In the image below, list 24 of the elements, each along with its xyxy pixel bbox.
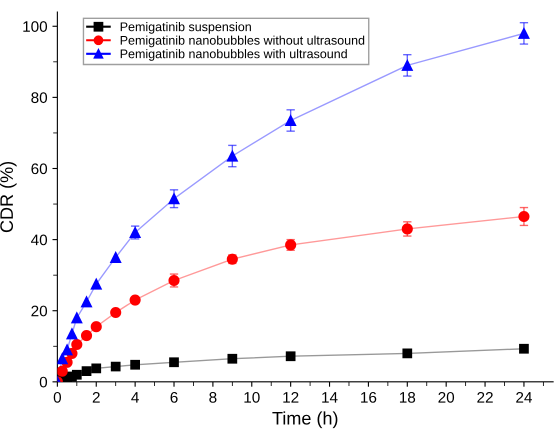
x-tick-label: 24 [516,392,532,403]
x-tick-label: 16 [361,392,376,403]
y-tick-label: 0 [40,376,48,388]
x-tick-label: 20 [438,392,454,403]
x-tick-label: 0 [54,392,62,403]
x-tick-label: 2 [92,392,100,403]
x-tick-label: 12 [283,392,298,403]
y-tick-label: 100 [23,21,48,32]
legend-label: Pemigatinib nanobubbles with ultrasound [120,49,347,61]
y-tick-label: 40 [31,234,48,246]
y-tick-label: 80 [31,92,48,104]
x-tick-label: 14 [322,392,338,403]
x-tick-label: 6 [170,392,178,403]
y-axis-title: CDR (%) [0,162,17,232]
legend-label: Pemigatinib nanobubbles without ultrasound [120,36,364,48]
x-tick-label: 22 [477,392,493,403]
x-tick-label: 18 [400,392,416,403]
x-tick-label: 10 [244,392,260,403]
y-tick-label: 20 [31,306,48,316]
legend-label: Pemigatinib suspension [120,22,251,34]
y-tick-label: 60 [31,163,48,174]
x-axis-title: Time (h) [272,411,338,428]
x-tick-label: 8 [209,392,216,403]
x-tick-label: 4 [131,392,139,403]
